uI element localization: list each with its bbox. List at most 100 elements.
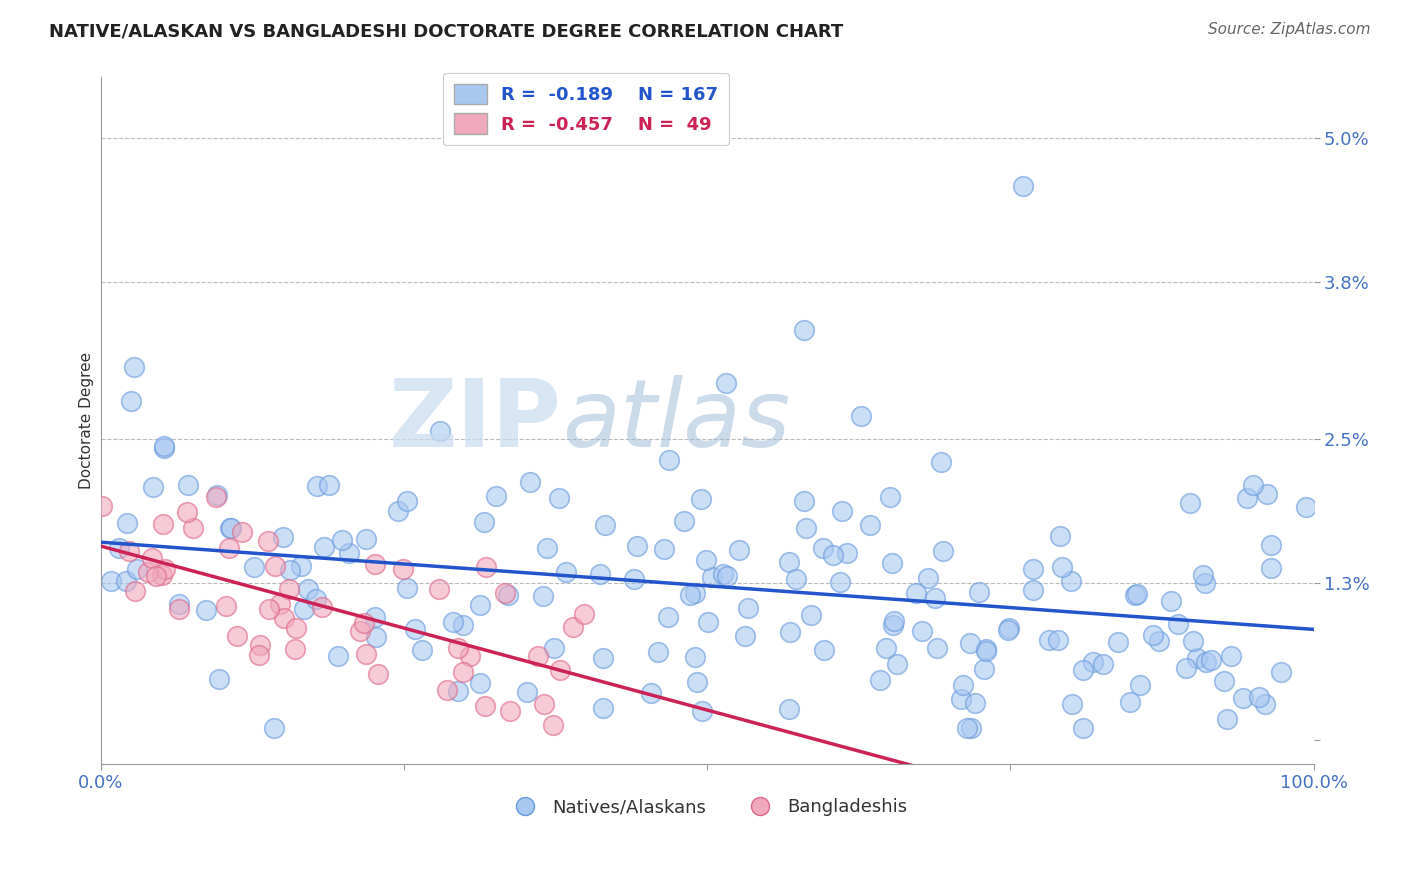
Point: [716, 569, 738, 583]
Point: [122, 360, 145, 375]
Point: [176, 505, 198, 519]
Point: [1295, 500, 1317, 514]
Point: [640, 686, 662, 700]
Point: [470, 676, 492, 690]
Point: [737, 601, 759, 615]
Point: [136, 565, 159, 579]
Point: [141, 551, 163, 566]
Point: [330, 533, 353, 547]
Point: [626, 540, 648, 554]
Point: [959, 636, 981, 650]
Point: [778, 555, 800, 569]
Point: [451, 618, 474, 632]
Point: [167, 602, 190, 616]
Point: [1247, 690, 1270, 704]
Point: [285, 621, 308, 635]
Point: [654, 542, 676, 557]
Point: [623, 573, 645, 587]
Point: [363, 610, 385, 624]
Point: [474, 699, 496, 714]
Point: [960, 721, 983, 735]
Point: [153, 441, 176, 455]
Point: [290, 559, 312, 574]
Point: [271, 530, 294, 544]
Point: [952, 678, 974, 692]
Point: [519, 475, 541, 489]
Point: [387, 504, 409, 518]
Point: [305, 479, 328, 493]
Point: [427, 582, 450, 597]
Point: [1175, 660, 1198, 674]
Point: [700, 570, 723, 584]
Point: [932, 544, 955, 558]
Point: [231, 524, 253, 539]
Point: [485, 489, 508, 503]
Point: [225, 629, 247, 643]
Point: [1254, 698, 1277, 712]
Point: [882, 618, 904, 632]
Point: [734, 629, 756, 643]
Point: [458, 648, 481, 663]
Point: [925, 640, 948, 655]
Point: [778, 702, 800, 716]
Point: [396, 582, 419, 596]
Point: [1241, 478, 1264, 492]
Point: [1160, 593, 1182, 607]
Point: [218, 541, 240, 555]
Point: [177, 477, 200, 491]
Point: [555, 565, 578, 579]
Point: [1236, 491, 1258, 505]
Point: [1049, 529, 1071, 543]
Point: [278, 563, 301, 577]
Point: [683, 586, 706, 600]
Point: [312, 540, 335, 554]
Point: [1215, 713, 1237, 727]
Point: [1142, 627, 1164, 641]
Point: [711, 566, 734, 581]
Point: [1192, 568, 1215, 582]
Point: [257, 602, 280, 616]
Point: [679, 588, 702, 602]
Point: [904, 586, 927, 600]
Point: [672, 514, 695, 528]
Point: [475, 559, 498, 574]
Point: [793, 494, 815, 508]
Point: [997, 623, 1019, 637]
Point: [284, 641, 307, 656]
Point: [1199, 653, 1222, 667]
Point: [658, 453, 681, 467]
Point: [124, 583, 146, 598]
Point: [1107, 635, 1129, 649]
Point: [929, 455, 952, 469]
Point: [1022, 582, 1045, 597]
Point: [153, 562, 176, 576]
Point: [828, 575, 851, 590]
Point: [429, 424, 451, 438]
Point: [974, 644, 997, 658]
Point: [219, 521, 242, 535]
Point: [167, 598, 190, 612]
Point: [690, 492, 713, 507]
Point: [349, 624, 371, 638]
Point: [436, 682, 458, 697]
Point: [152, 516, 174, 531]
Point: [411, 643, 433, 657]
Point: [311, 599, 333, 614]
Point: [543, 640, 565, 655]
Point: [249, 648, 271, 663]
Point: [547, 491, 569, 506]
Point: [1147, 633, 1170, 648]
Point: [593, 518, 616, 533]
Point: [305, 592, 328, 607]
Point: [441, 615, 464, 629]
Point: [318, 478, 340, 492]
Point: [269, 598, 291, 612]
Point: [392, 562, 415, 576]
Point: [1181, 634, 1204, 648]
Point: [794, 521, 817, 535]
Point: [153, 439, 176, 453]
Point: [125, 562, 148, 576]
Point: [1219, 649, 1241, 664]
Point: [499, 704, 522, 718]
Point: [356, 532, 378, 546]
